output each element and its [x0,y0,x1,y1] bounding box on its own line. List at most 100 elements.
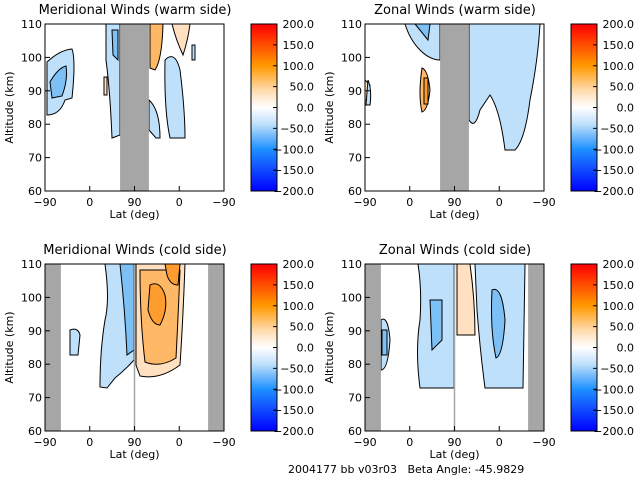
colorbar-tick-label: 0.0 [617,342,635,355]
y-tick-label: 80 [348,118,362,131]
y-axis-label: Altitude (km) [3,311,16,383]
x-tick-label: 0 [406,436,413,449]
contour-regions [69,263,186,389]
contour-regions [380,263,526,389]
colorbar-tick-label: 100.0 [603,60,635,73]
y-tick-label: 70 [28,152,42,165]
x-axis-label: Lat (deg) [110,448,160,461]
contour-region [49,65,67,99]
contour-regions [364,23,541,151]
y-tick-label: 90 [348,85,362,98]
colorbar-tick-label: −50.0 [280,122,314,135]
colorbar-tick-label: −200.0 [273,425,314,438]
y-tick-label: 110 [21,258,42,271]
contour-region [468,23,541,151]
x-tick-label: −90 [33,196,56,209]
x-axis-label: Lat (deg) [430,448,480,461]
y-tick-label: 90 [28,85,42,98]
panel-zonal-cold: Zonal Winds (cold side) −90 0 90 0 −90 60 70 80 9… [320,240,640,480]
y-tick-label: 60 [28,425,42,438]
y-tick-label: 60 [348,425,362,438]
panel-meridional-cold: Meridional Winds (cold side) −90 0 90 0 −90 60… [0,240,320,480]
y-tick-label: 70 [28,392,42,405]
y-axis-label: Altitude (km) [3,71,16,143]
contour-region [423,77,429,105]
x-tick-label: 90 [448,196,462,209]
colorbar [250,23,278,192]
contour-region [456,263,476,336]
colorbar-tick-label: 0.0 [617,102,635,115]
colorbar-tick-label: 0.0 [297,102,315,115]
x-tick-label: 0 [406,196,413,209]
contour-region [381,329,388,356]
y-tick-label: 80 [28,118,42,131]
contour-region [429,299,443,352]
colorbar-tick-label: −150.0 [593,404,634,417]
x-tick-label: −90 [353,196,376,209]
y-tick-label: 70 [348,392,362,405]
chart-title: Zonal Winds (cold side) [379,243,531,258]
contour-region [191,44,196,61]
y-tick-label: 100 [341,291,362,304]
y-axis-label: Altitude (km) [323,311,336,383]
colorbar-tick-label: 50.0 [610,321,635,334]
colorbar-tick-label: −50.0 [280,362,314,375]
y-tick-label: 80 [28,358,42,371]
colorbar-tick-label: −200.0 [273,185,314,198]
contour-region [149,23,164,71]
contour-region [103,76,108,96]
x-tick-label: 90 [448,436,462,449]
colorbar-tick-label: −100.0 [273,383,314,396]
contour-regions [46,23,196,139]
colorbar-tick-label: −150.0 [593,164,634,177]
x-tick-label: 0 [496,436,503,449]
contour-region [111,29,119,62]
no-data-region [120,24,149,191]
colorbar-tick-label: −50.0 [600,122,634,135]
colorbar-tick-label: 200.0 [603,18,635,31]
x-tick-label: 0 [176,436,183,449]
no-data-region [440,24,469,191]
colorbar-tick-label: −200.0 [593,425,634,438]
x-tick-label: −90 [212,436,235,449]
colorbar-tick-label: −150.0 [273,164,314,177]
chart-svg: Meridional Winds (warm side)−90 0 90 0 −9060… [3,3,315,221]
colorbar-tick-label: −100.0 [593,383,634,396]
colorbar-tick-label: 0.0 [297,342,315,355]
colorbar-tick-label: 50.0 [290,81,315,94]
x-tick-label: −90 [33,436,56,449]
x-tick-label: 0 [86,196,93,209]
y-axis-label: Altitude (km) [323,71,336,143]
y-tick-label: 60 [348,185,362,198]
colorbar-tick-label: 50.0 [610,81,635,94]
y-tick-label: 100 [21,291,42,304]
x-tick-label: 0 [496,196,503,209]
contour-region [164,263,181,286]
chart-svg: Zonal Winds (cold side)−90 0 90 0 −906070809… [323,243,635,461]
panel-zonal-warm: Zonal Winds (warm side) −90 0 90 0 −90 60 70 80 9… [320,0,640,240]
colorbar-tick-label: 150.0 [603,39,635,52]
colorbar-tick-label: −200.0 [593,185,634,198]
chart-svg: Zonal Winds (warm side)−90 0 90 0 −906070809… [323,3,635,221]
y-tick-label: 70 [348,152,362,165]
contour-region [365,79,372,106]
colorbar-tick-label: −150.0 [273,404,314,417]
colorbar-tick-label: −100.0 [593,143,634,156]
colorbar-tick-label: 200.0 [603,258,635,271]
colorbar [570,263,598,432]
x-axis-label: Lat (deg) [110,208,160,221]
x-tick-label: 90 [128,436,142,449]
colorbar-tick-label: 100.0 [283,300,315,313]
y-tick-label: 90 [28,325,42,338]
y-tick-label: 100 [21,51,42,64]
colorbar-tick-label: 50.0 [290,321,315,334]
contour-region [404,23,441,61]
footer-info: 2004177 bb v03r03 Beta Angle: -45.9829 [288,463,525,476]
y-tick-label: 100 [341,51,362,64]
x-tick-label: 0 [86,436,93,449]
x-tick-label: −90 [532,436,555,449]
colorbar-tick-label: 200.0 [283,18,315,31]
x-axis-label: Lat (deg) [430,208,480,221]
y-tick-label: 110 [341,18,362,31]
contour-region [147,283,167,326]
